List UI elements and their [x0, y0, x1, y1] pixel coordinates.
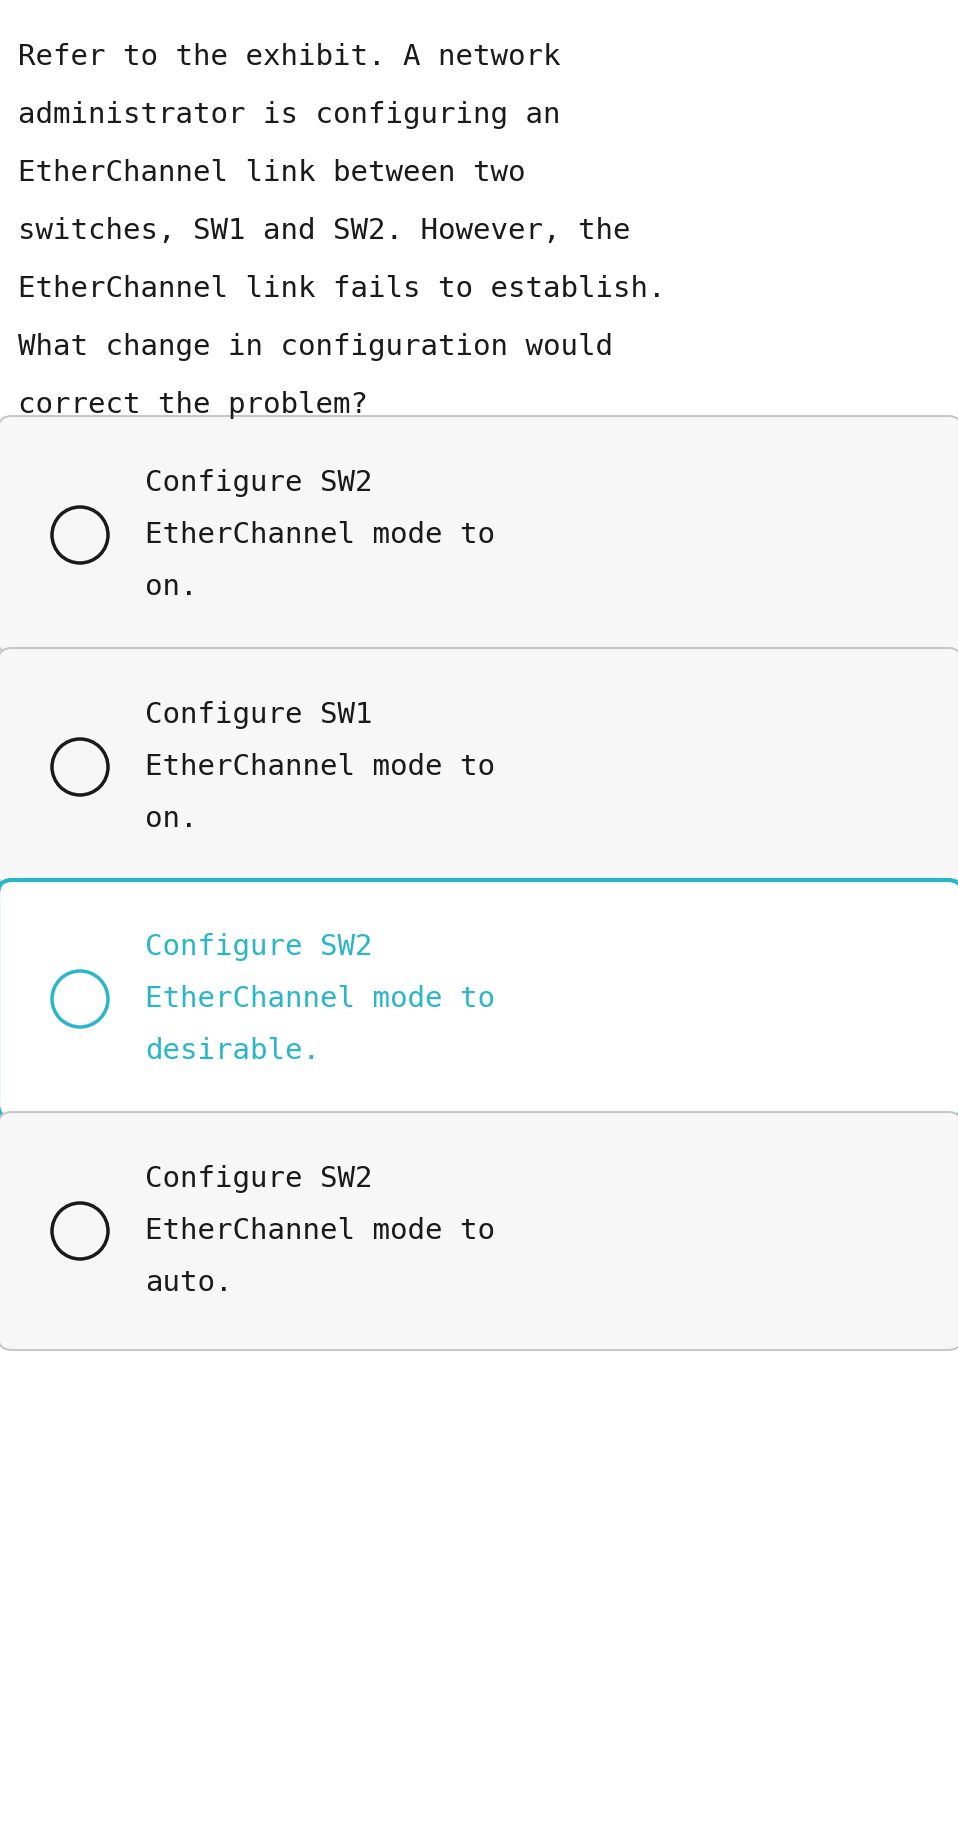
Text: EtherChannel mode to: EtherChannel mode to — [145, 521, 495, 549]
Text: on.: on. — [145, 573, 197, 600]
Text: Configure SW2: Configure SW2 — [145, 1165, 373, 1193]
Text: Configure SW1: Configure SW1 — [145, 701, 373, 729]
Text: correct the problem?: correct the problem? — [18, 390, 368, 420]
FancyBboxPatch shape — [0, 880, 958, 1117]
FancyBboxPatch shape — [0, 1112, 958, 1349]
Text: Configure SW2: Configure SW2 — [145, 469, 373, 497]
Text: auto.: auto. — [145, 1268, 233, 1298]
Text: EtherChannel link fails to establish.: EtherChannel link fails to establish. — [18, 274, 666, 304]
Text: EtherChannel mode to: EtherChannel mode to — [145, 1217, 495, 1245]
Text: What change in configuration would: What change in configuration would — [18, 333, 613, 361]
Text: EtherChannel mode to: EtherChannel mode to — [145, 753, 495, 781]
Text: desirable.: desirable. — [145, 1036, 320, 1064]
Text: administrator is configuring an: administrator is configuring an — [18, 101, 560, 129]
FancyBboxPatch shape — [0, 648, 958, 886]
FancyBboxPatch shape — [0, 416, 958, 654]
Text: EtherChannel mode to: EtherChannel mode to — [145, 985, 495, 1013]
Text: Configure SW2: Configure SW2 — [145, 933, 373, 961]
Text: EtherChannel link between two: EtherChannel link between two — [18, 158, 526, 188]
Text: on.: on. — [145, 805, 197, 832]
Text: Refer to the exhibit. A network: Refer to the exhibit. A network — [18, 42, 560, 72]
Text: switches, SW1 and SW2. However, the: switches, SW1 and SW2. However, the — [18, 217, 630, 245]
